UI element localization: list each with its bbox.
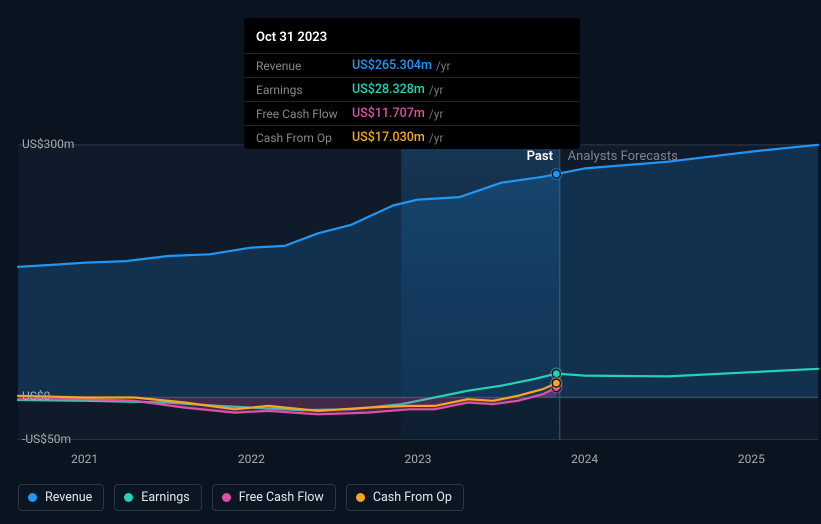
tooltip-unit: /yr xyxy=(429,83,444,97)
tooltip-row-fcf: Free Cash Flow US$11.707m /yr xyxy=(244,101,580,125)
tooltip-value: US$265.304m xyxy=(352,58,432,73)
legend-label: Earnings xyxy=(141,490,189,505)
region-label-forecast: Analysts Forecasts xyxy=(568,149,678,164)
x-axis-label: 2024 xyxy=(571,452,598,466)
tooltip-row-revenue: Revenue US$265.304m /yr xyxy=(244,53,580,77)
y-axis-label: -US$50m xyxy=(22,432,71,446)
legend-label: Cash From Op xyxy=(373,490,452,505)
x-axis-label: 2021 xyxy=(71,452,98,466)
legend-dot-icon xyxy=(28,493,37,502)
tooltip-row-earnings: Earnings US$28.328m /yr xyxy=(244,77,580,101)
tooltip-label: Earnings xyxy=(256,83,352,97)
legend-item-cfo[interactable]: Cash From Op xyxy=(346,484,464,511)
y-axis-label: US$300m xyxy=(22,137,74,151)
legend-item-earnings[interactable]: Earnings xyxy=(114,484,201,511)
financials-chart: Oct 31 2023 Revenue US$265.304m /yr Earn… xyxy=(0,0,821,524)
x-axis-label: 2022 xyxy=(238,452,265,466)
y-axis-label: US$0 xyxy=(22,389,50,403)
region-label-past: Past xyxy=(527,149,553,164)
tooltip-value: US$11.707m xyxy=(352,106,425,121)
tooltip-value: US$17.030m xyxy=(352,130,425,145)
tooltip-unit: /yr xyxy=(429,107,444,121)
tooltip-unit: /yr xyxy=(436,59,451,73)
legend-dot-icon xyxy=(222,493,231,502)
legend-item-fcf[interactable]: Free Cash Flow xyxy=(212,484,336,511)
tooltip-label: Free Cash Flow xyxy=(256,107,352,121)
chart-legend: Revenue Earnings Free Cash Flow Cash Fro… xyxy=(18,484,464,511)
legend-label: Free Cash Flow xyxy=(239,490,324,505)
legend-label: Revenue xyxy=(45,490,92,505)
tooltip-date: Oct 31 2023 xyxy=(244,26,580,53)
x-axis-label: 2023 xyxy=(405,452,432,466)
tooltip-label: Revenue xyxy=(256,59,352,73)
legend-item-revenue[interactable]: Revenue xyxy=(18,484,104,511)
legend-dot-icon xyxy=(356,493,365,502)
legend-dot-icon xyxy=(124,493,133,502)
chart-plot[interactable] xyxy=(18,128,818,448)
tooltip-row-cfo: Cash From Op US$17.030m /yr xyxy=(244,125,580,149)
tooltip-value: US$28.328m xyxy=(352,82,425,97)
tooltip-unit: /yr xyxy=(429,131,444,145)
chart-tooltip: Oct 31 2023 Revenue US$265.304m /yr Earn… xyxy=(244,18,580,149)
tooltip-label: Cash From Op xyxy=(256,131,352,145)
x-axis-label: 2025 xyxy=(738,452,765,466)
